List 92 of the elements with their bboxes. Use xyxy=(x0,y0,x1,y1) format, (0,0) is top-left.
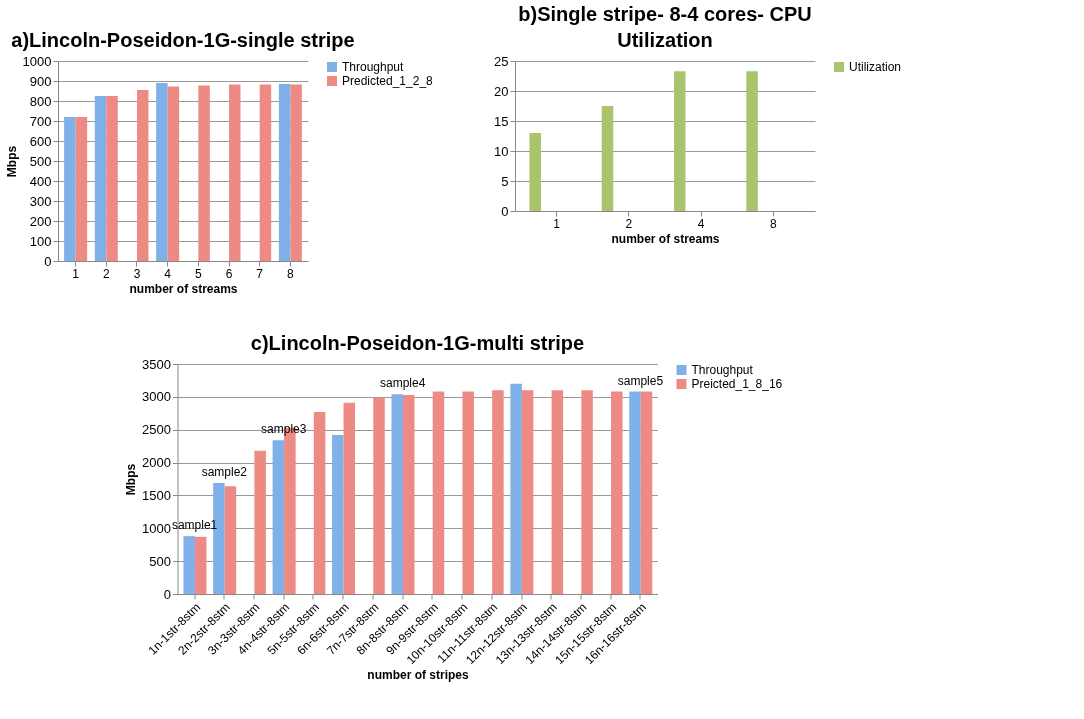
bar xyxy=(198,85,210,261)
bar xyxy=(601,106,614,211)
annotation: sample3 xyxy=(261,422,307,437)
y-tick-label: 700 xyxy=(29,113,52,129)
y-tick-label: 200 xyxy=(29,213,52,229)
bar xyxy=(529,133,541,211)
x-tick-label: 7 xyxy=(256,266,264,281)
y-tick-label: 900 xyxy=(29,73,52,89)
bar xyxy=(272,440,285,594)
chart-title: a)Lincoln-Poseidon-1G-single stripe xyxy=(11,29,355,51)
y-tick-label: 1000 xyxy=(22,53,52,69)
bar xyxy=(343,402,356,594)
x-tick-label: 8 xyxy=(287,266,295,281)
y-tick-label: 0 xyxy=(44,253,52,269)
bar xyxy=(224,486,237,594)
bar xyxy=(290,84,302,261)
bar xyxy=(403,394,415,594)
y-tick-label: 800 xyxy=(29,93,52,109)
annotation: sample2 xyxy=(201,464,248,479)
chart-title: b)Single stripe- 8-4 cores- CPU Utilization xyxy=(518,3,812,51)
y-tick-label: 500 xyxy=(149,553,171,569)
bar xyxy=(746,71,758,211)
bar xyxy=(551,390,564,594)
bar xyxy=(75,117,88,261)
bar xyxy=(462,391,474,594)
x-tick-label: 4 xyxy=(697,216,705,231)
x-tick-label: 2 xyxy=(102,266,110,281)
bar xyxy=(229,84,241,261)
bar xyxy=(640,391,653,594)
bar xyxy=(492,390,504,594)
y-axis-title: Mbps xyxy=(4,145,19,178)
bar xyxy=(183,536,195,594)
legend-label: Preicted_1_8_16 xyxy=(691,377,783,391)
x-tick-label: 3 xyxy=(133,266,141,281)
bar xyxy=(373,397,385,594)
y-tick-label: 1000 xyxy=(142,520,171,536)
x-tick-label: 5 xyxy=(194,266,202,281)
x-tick-label: 4 xyxy=(164,266,172,281)
legend-label: Utilization xyxy=(849,60,902,74)
bar xyxy=(167,86,180,261)
y-tick-label: 0 xyxy=(163,586,171,602)
legend-label: Predicted_1_2_8 xyxy=(342,74,434,88)
y-tick-label: 500 xyxy=(29,153,52,169)
bar xyxy=(581,390,593,594)
legend-label: Throughput xyxy=(342,60,405,74)
y-tick-label: 2000 xyxy=(142,455,171,471)
bar xyxy=(510,383,522,594)
y-tick-label: 0 xyxy=(501,203,509,219)
y-tick-label: 5 xyxy=(501,173,509,189)
bar xyxy=(136,90,149,261)
y-tick-label: 2500 xyxy=(142,422,171,438)
bar xyxy=(278,84,291,261)
y-tick-label: 600 xyxy=(29,133,52,149)
x-tick-label: 8 xyxy=(770,216,778,231)
y-tick-label: 3000 xyxy=(142,389,171,405)
x-axis-title: number of streams xyxy=(611,231,720,246)
annotation: sample1 xyxy=(171,518,218,533)
bar xyxy=(391,394,403,594)
bar xyxy=(64,117,76,261)
bar xyxy=(332,434,344,594)
bar xyxy=(94,96,107,261)
x-tick-label: 1 xyxy=(553,216,561,231)
bar xyxy=(156,83,168,261)
annotation: sample5 xyxy=(617,373,664,388)
bar xyxy=(313,411,326,594)
bar xyxy=(259,84,272,261)
bar xyxy=(194,536,207,594)
bar xyxy=(629,391,641,594)
y-tick-label: 20 xyxy=(494,83,509,99)
y-axis-title: Mbps xyxy=(124,463,139,496)
y-tick-label: 1500 xyxy=(142,487,171,503)
x-tick-label: 2 xyxy=(625,216,633,231)
bar xyxy=(521,390,534,594)
y-tick-label: 25 xyxy=(494,53,509,69)
y-tick-label: 10 xyxy=(494,143,509,159)
bar xyxy=(432,391,445,594)
y-tick-label: 15 xyxy=(494,113,509,129)
x-tick-label: 6 xyxy=(225,266,233,281)
y-tick-label: 100 xyxy=(29,233,52,249)
y-tick-label: 400 xyxy=(29,173,52,189)
x-axis-title: number of streams xyxy=(129,281,238,296)
y-tick-label: 300 xyxy=(29,193,52,209)
legend-label: Throughput xyxy=(691,363,754,377)
chart-title: c)Lincoln-Poseidon-1G-multi stripe xyxy=(250,332,585,354)
x-tick-label: 1 xyxy=(72,266,80,281)
bar xyxy=(674,71,686,211)
y-tick-label: 3500 xyxy=(142,356,171,372)
annotation: sample4 xyxy=(379,376,426,391)
bar xyxy=(254,450,266,594)
bar xyxy=(106,96,118,261)
x-axis-title: number of stripes xyxy=(367,668,469,683)
bar xyxy=(611,391,623,594)
